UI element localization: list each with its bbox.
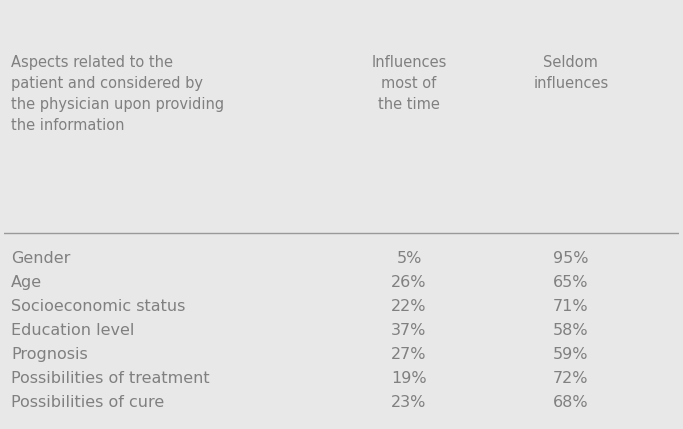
Text: 58%: 58%: [553, 323, 589, 338]
Text: 22%: 22%: [391, 299, 427, 314]
Text: Prognosis: Prognosis: [11, 347, 87, 362]
Text: 23%: 23%: [391, 395, 427, 410]
Text: 72%: 72%: [553, 371, 589, 386]
Text: 71%: 71%: [553, 299, 589, 314]
Text: Seldom
influences: Seldom influences: [533, 54, 609, 91]
Text: 95%: 95%: [553, 251, 589, 266]
Text: 5%: 5%: [396, 251, 421, 266]
Text: Socioeconomic status: Socioeconomic status: [11, 299, 185, 314]
Text: 59%: 59%: [553, 347, 589, 362]
Text: Gender: Gender: [11, 251, 70, 266]
Text: Influences
most of
the time: Influences most of the time: [372, 54, 447, 112]
Text: 27%: 27%: [391, 347, 427, 362]
Text: Possibilities of cure: Possibilities of cure: [11, 395, 164, 410]
Text: 65%: 65%: [553, 275, 589, 290]
Text: Aspects related to the
patient and considered by
the physician upon providing
th: Aspects related to the patient and consi…: [11, 54, 224, 133]
Text: Possibilities of treatment: Possibilities of treatment: [11, 371, 210, 386]
Text: Education level: Education level: [11, 323, 135, 338]
Text: Age: Age: [11, 275, 42, 290]
Text: 19%: 19%: [391, 371, 427, 386]
Text: 68%: 68%: [553, 395, 589, 410]
Text: 37%: 37%: [391, 323, 427, 338]
Text: 26%: 26%: [391, 275, 427, 290]
